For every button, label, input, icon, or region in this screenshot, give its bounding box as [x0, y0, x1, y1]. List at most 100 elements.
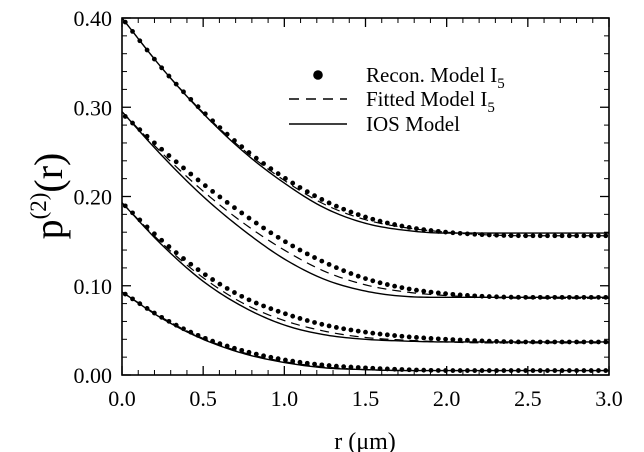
recon-model-point	[246, 150, 252, 155]
recon-model-point	[421, 288, 427, 294]
recon-model-point	[275, 308, 281, 314]
recon-model-point	[588, 368, 594, 373]
recon-model-point	[304, 360, 310, 366]
recon-model-point	[333, 325, 339, 330]
recon-model-point	[559, 294, 565, 300]
recon-model-point	[341, 206, 347, 212]
recon-model-point	[588, 294, 594, 300]
recon-model-point	[515, 339, 521, 345]
recon-model-point	[574, 294, 580, 300]
recon-model-point	[166, 73, 172, 79]
recon-model-point	[348, 271, 354, 276]
recon-model-point	[574, 233, 580, 239]
recon-model-point	[326, 323, 332, 329]
recon-model-point	[428, 367, 434, 373]
recon-model-point	[312, 361, 317, 367]
recon-model-point	[333, 265, 339, 271]
recon-model-point	[326, 262, 332, 267]
recon-model-point	[501, 368, 507, 373]
recon-model-point	[552, 294, 558, 300]
x-tick-label: 2.5	[514, 386, 542, 411]
recon-model-point	[253, 220, 259, 226]
recon-model-point	[348, 364, 354, 370]
recon-model-point	[239, 210, 245, 216]
recon-model-point	[406, 286, 412, 292]
recon-model-point	[246, 215, 252, 221]
recon-model-point	[523, 368, 529, 373]
recon-model-point	[217, 341, 223, 347]
recon-model-point	[537, 339, 543, 345]
recon-model-point	[137, 217, 143, 223]
recon-model-point	[181, 89, 186, 95]
recon-model-point	[297, 247, 303, 253]
recon-model-point	[377, 218, 383, 224]
axes: 0.0 0.5 1.0 1.5 2.0 2.5 3.0 0.00 0.10 0.20 0.30 0.4…	[74, 6, 623, 411]
recon-model-point	[465, 293, 470, 298]
recon-model-point	[159, 237, 165, 243]
recon-model-point	[370, 216, 376, 222]
recon-model-point	[319, 321, 325, 327]
recon-model-point	[508, 233, 514, 239]
recon-model-point	[363, 365, 368, 371]
recon-model-point	[151, 310, 157, 316]
y-axis-title: p(2)(r)	[26, 153, 71, 240]
x-tick-label: 0.5	[189, 386, 217, 411]
recon-model-point	[217, 125, 223, 130]
recon-model-point	[144, 306, 150, 311]
recon-model-point	[443, 291, 448, 297]
recon-model-point	[290, 243, 296, 249]
recon-model-point	[261, 225, 266, 231]
recon-model-point	[392, 366, 398, 372]
recon-model-point	[166, 153, 172, 158]
recon-model-point	[377, 331, 383, 337]
recon-model-point	[333, 363, 339, 369]
fitted-model-line-3	[121, 202, 609, 344]
recon-model-point	[130, 29, 135, 34]
x-tick-label: 3.0	[595, 386, 623, 411]
recon-model-point	[530, 339, 536, 345]
recon-model-point	[312, 193, 317, 199]
recon-model-point	[377, 366, 383, 371]
recon-model-point	[457, 292, 463, 298]
recon-model-point	[465, 231, 470, 237]
recon-model-point	[173, 250, 179, 256]
recon-model-point	[355, 273, 361, 279]
recon-model-point	[435, 228, 441, 234]
recon-model-point	[239, 347, 245, 353]
recon-model-point	[457, 337, 463, 343]
recon-model-point	[508, 294, 514, 300]
recon-model-point	[159, 65, 165, 71]
recon-model-point	[224, 286, 230, 291]
recon-model-point	[297, 316, 303, 321]
recon-model-point	[399, 223, 405, 229]
recon-model-point	[443, 229, 448, 235]
recon-model-point	[559, 368, 565, 373]
recon-model-point	[341, 326, 347, 332]
recon-model-point	[275, 171, 281, 177]
recon-model-point	[414, 226, 419, 232]
recon-model-point	[151, 140, 157, 146]
recon-model-point	[465, 337, 470, 343]
recon-model-point	[151, 231, 157, 237]
recon-model-point	[297, 185, 303, 190]
recon-model-point	[596, 233, 601, 239]
recon-model-point	[472, 338, 478, 344]
recon-model-point	[144, 133, 150, 139]
curves	[121, 17, 609, 373]
recon-model-point	[304, 189, 310, 195]
recon-model-point	[523, 294, 529, 300]
recon-model-point	[494, 368, 499, 373]
recon-model-point	[530, 294, 536, 300]
y-tick-label: 0.40	[74, 6, 113, 31]
recon-model-point	[370, 330, 376, 336]
legend-label-ios: IOS Model	[366, 112, 460, 136]
recon-model-point	[603, 368, 609, 373]
recon-model-point	[530, 368, 536, 373]
recon-model-point	[319, 197, 325, 202]
recon-model-point	[326, 363, 332, 368]
recon-model-point	[348, 209, 354, 215]
recon-model-point	[392, 283, 398, 289]
recon-model-point	[537, 368, 543, 373]
recon-model-point	[515, 233, 521, 239]
recon-model-point	[253, 351, 259, 357]
